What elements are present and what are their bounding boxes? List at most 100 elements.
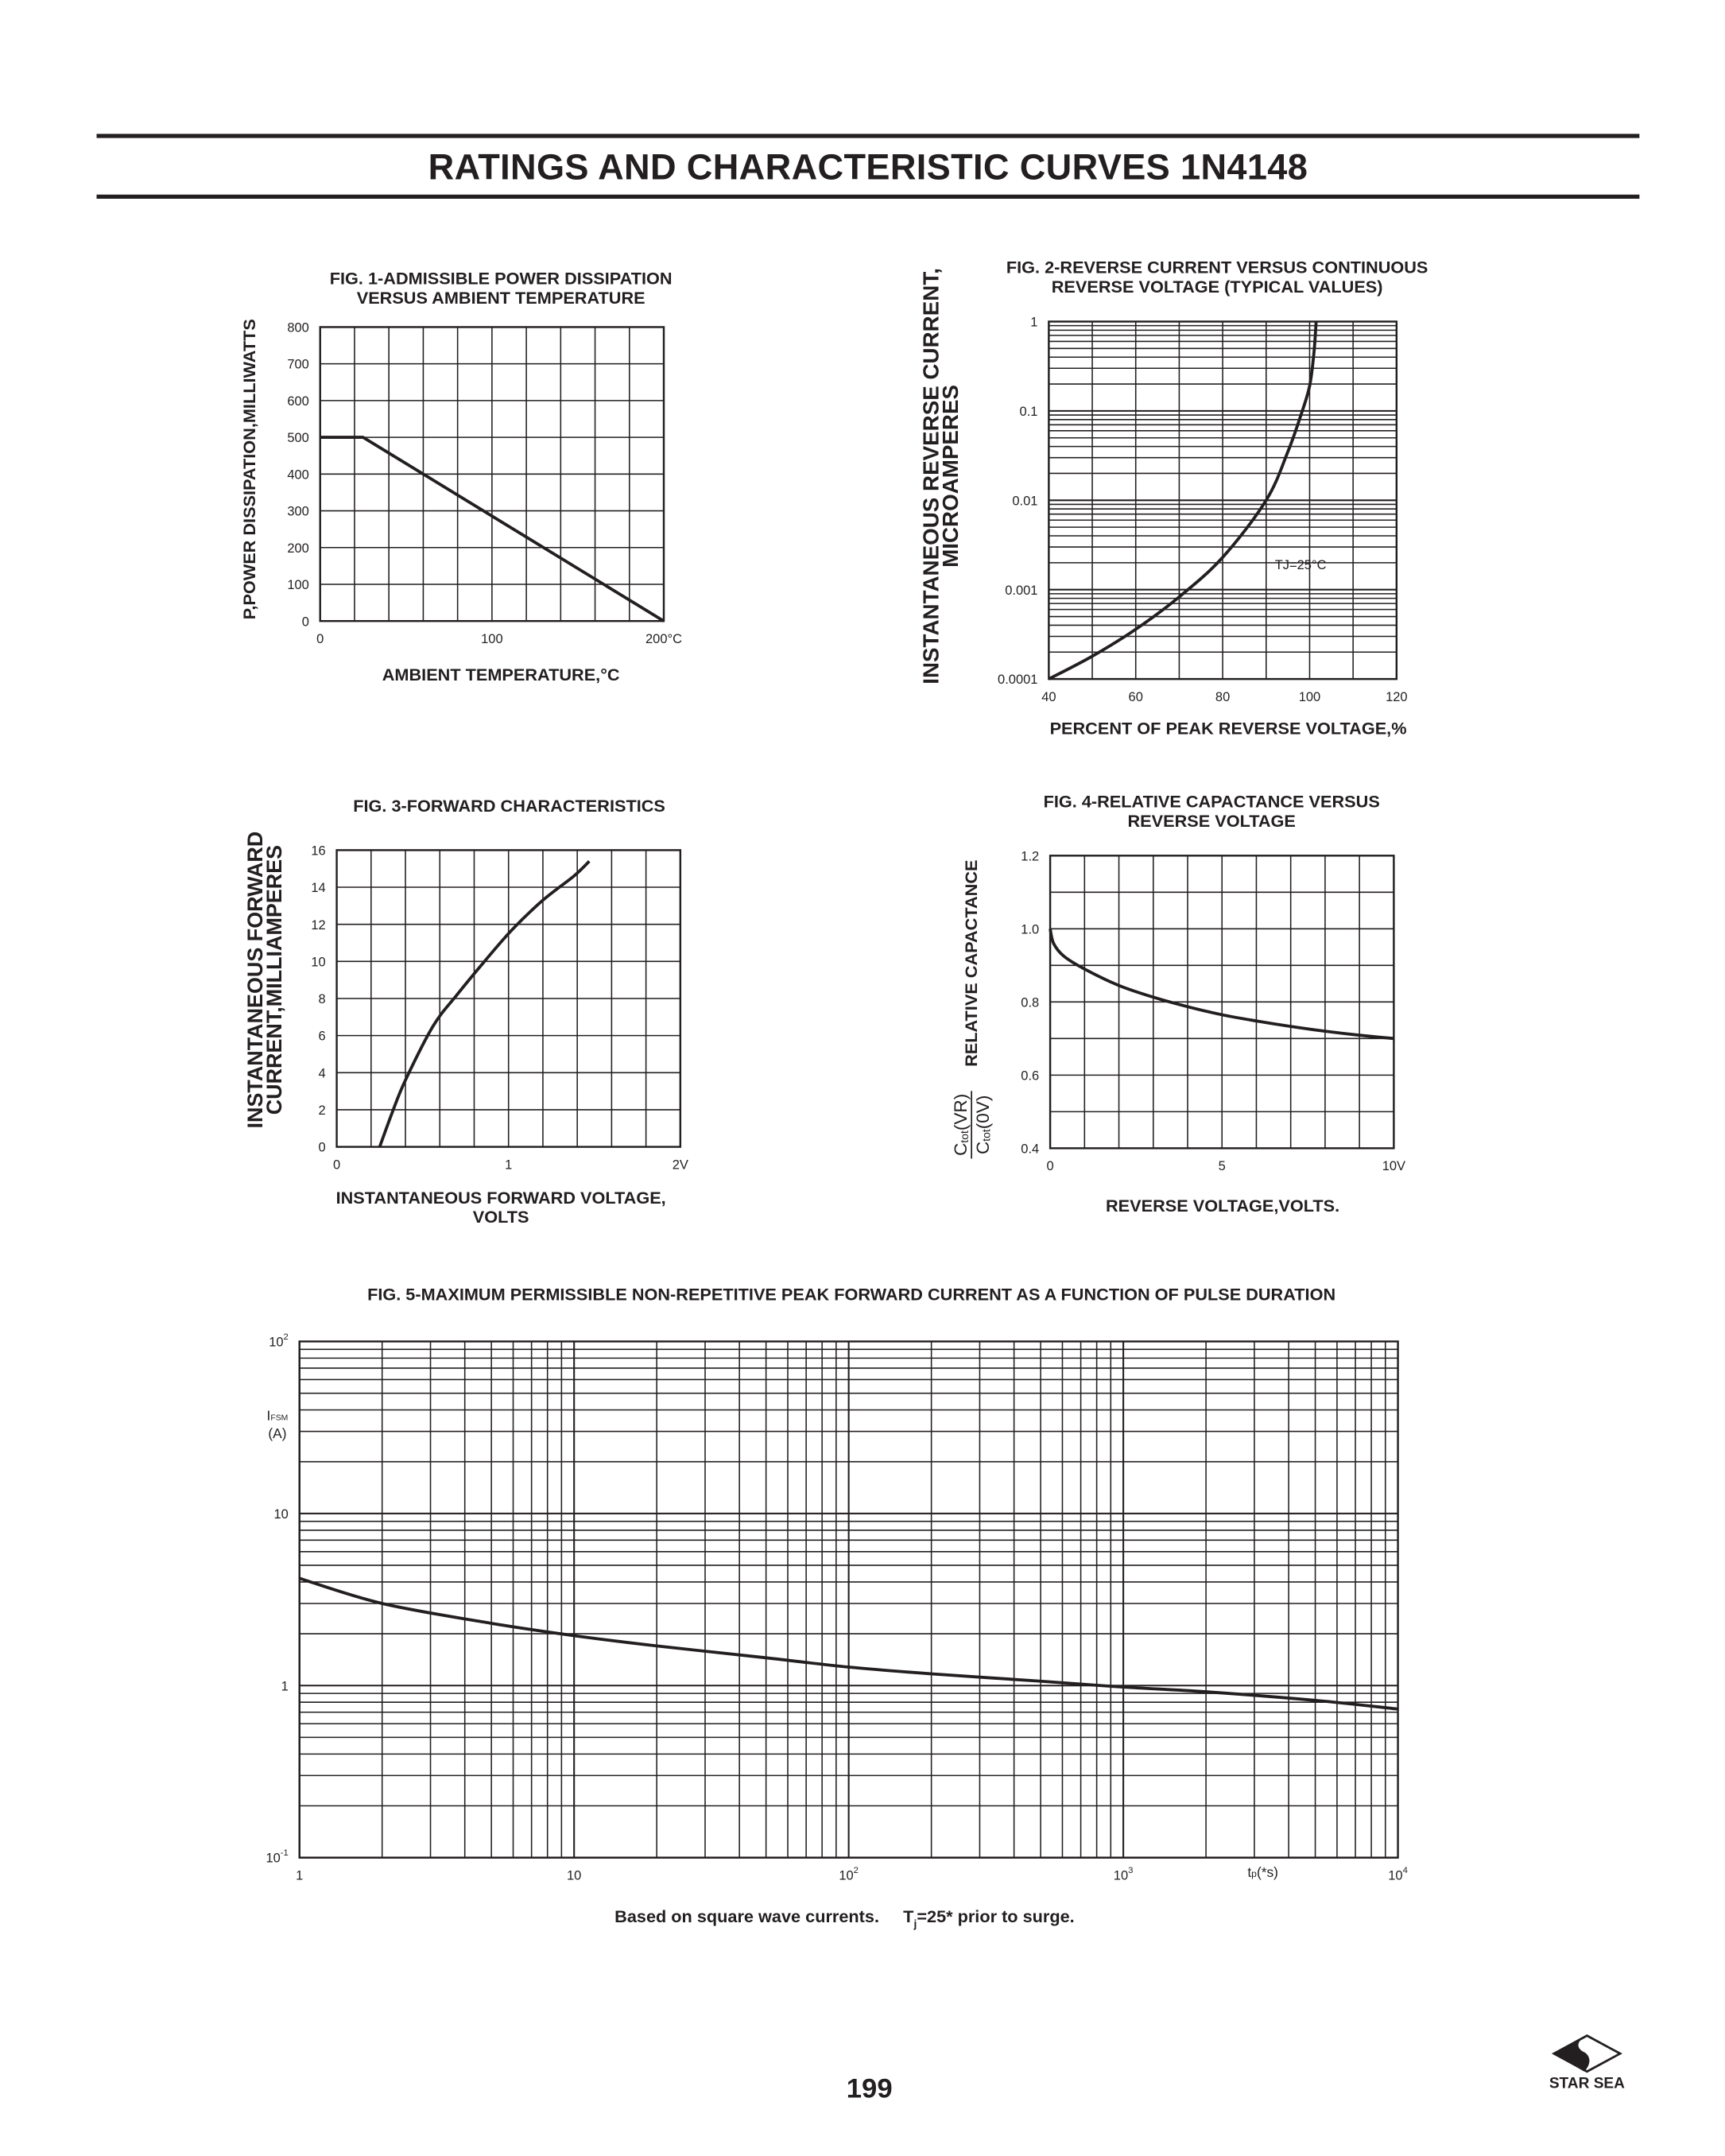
fig5-y-tick-label: 102	[269, 1332, 289, 1350]
fig2-y-tick-label: 1	[1030, 316, 1037, 330]
fig4-x-tick-label: 10V	[1382, 1159, 1405, 1173]
fig2-x-tick-label: 100	[1299, 690, 1321, 704]
fig1-y-tick-label: 400	[287, 467, 309, 482]
fig2-x-tick-label: 80	[1215, 690, 1230, 704]
fig1-title-line: VERSUS AMBIENT TEMPERATURE	[356, 288, 645, 308]
fig5-y-tick-label: 1	[281, 1679, 289, 1693]
fig3-y-tick-label: 6	[319, 1030, 326, 1044]
fig1-plot: 0 100 200°C 0 100 200 300 400 500 600 700 800	[287, 321, 682, 646]
fig4-plot: 0 5 10V 0.4 0.6 0.8 1.0 1.2	[1021, 849, 1405, 1173]
fig5-y-axis-label: IFSM (A)	[266, 1409, 289, 1443]
fig4-y-tick-label: 1.2	[1021, 849, 1039, 863]
fig1-y-tick-label: 600	[287, 394, 309, 409]
fig4-title: FIG. 4-RELATIVE CAPACTANCE VERSUS REVERS…	[1044, 792, 1380, 831]
fig1-plot-frame	[319, 326, 665, 622]
fig1-x-tick-label: 0	[316, 632, 324, 646]
fig1-series-power-dissipation	[320, 436, 665, 622]
fig4-y-axis-label: RELATIVE CAPACTANCE	[961, 859, 982, 1067]
fig3-x-tick-label: 0	[333, 1157, 340, 1172]
top-rule	[96, 134, 1640, 138]
fig4-series-relative-capacitance	[1049, 928, 1394, 1041]
fig1-y-tick-label: 800	[287, 321, 309, 335]
fig4-x-tick-label: 0	[1047, 1159, 1054, 1173]
fig3-series-forward-current	[378, 859, 591, 1148]
fig4-x-tick-label: 5	[1219, 1159, 1226, 1173]
fig2-x-tick-label: 120	[1386, 690, 1408, 704]
fig1-y-tick-label: 100	[287, 578, 309, 592]
fig4-y-tick-label: 0.8	[1021, 995, 1039, 1010]
fig3-y-tick-label: 16	[311, 843, 325, 858]
fig1-x-tick-label: 200°C	[645, 632, 682, 646]
fig5-x-tick-label: 103	[1114, 1866, 1134, 1883]
fig4-title-line: FIG. 4-RELATIVE CAPACTANCE VERSUS	[1043, 792, 1380, 812]
fig2-x-tick-label: 40	[1041, 690, 1056, 704]
fig2-x-tick-label: 60	[1129, 690, 1143, 704]
fig4-x-axis-label: REVERSE VOLTAGE,VOLTS.	[1105, 1196, 1340, 1216]
fig1-y-tick-label: 500	[287, 431, 309, 445]
fig4-title-line: REVERSE VOLTAGE	[1127, 811, 1296, 832]
fraction-denominator: Ctot(0V)	[972, 1095, 994, 1155]
fig5-x-tick-label: 102	[839, 1866, 859, 1883]
fig5-x-axis-label: tp(*s)	[1247, 1866, 1278, 1882]
fig4-y-axis-fraction: Ctot(VR) Ctot(0V)	[950, 1091, 994, 1159]
fig1-y-tick-label: 0	[302, 615, 309, 629]
fig5-y-tick-label: 10	[273, 1507, 288, 1522]
fig3-title: FIG. 3-FORWARD CHARACTERISTICS	[353, 796, 665, 816]
fig2-annotation: TJ=25°C	[1275, 558, 1327, 572]
fig2-title-line: REVERSE VOLTAGE (TYPICAL VALUES)	[1051, 277, 1383, 297]
fig3-y-tick-label: 0	[319, 1141, 326, 1155]
fig3-y-tick-label: 10	[311, 955, 325, 969]
fraction-numerator: Ctot(VR)	[950, 1091, 973, 1159]
fig3-x-axis-label: INSTANTANEOUS FORWARD VOLTAGE, VOLTS	[336, 1189, 666, 1227]
fig2-y-label-line: MICROAMPERES	[940, 384, 963, 568]
fig2-plot-frame	[1048, 320, 1398, 681]
fig1-title-line: FIG. 1-ADMISSIBLE POWER DISSIPATION	[329, 269, 673, 289]
page-title: RATINGS AND CHARACTERISTIC CURVES 1N4148	[428, 146, 1308, 188]
fig5-x-tick-label: 104	[1388, 1866, 1408, 1883]
page-number: 199	[846, 2074, 893, 2105]
fig3-y-tick-label: 12	[311, 918, 325, 933]
fig3-x-label-line: INSTANTANEOUS FORWARD VOLTAGE,	[335, 1188, 666, 1208]
fig4-y-tick-label: 0.4	[1021, 1142, 1039, 1156]
fig3-y-label-line: CURRENT,MILLIAMPERES	[263, 844, 288, 1115]
fig2-y-tick-label: 0.1	[1020, 405, 1038, 419]
fig1-y-tick-label: 700	[287, 358, 309, 372]
fig2-series-reverse-current	[1048, 321, 1318, 681]
fig5-plot-frame	[298, 1340, 1399, 1859]
fig5-x-tick-label: 1	[296, 1868, 303, 1883]
fig1-y-axis-label: P,POWER DISSIPATION,MILLIWATTS	[240, 319, 260, 620]
fig5-y-tick-label: 10-1	[266, 1848, 288, 1866]
fig2-y-tick-label: 0.01	[1012, 494, 1037, 508]
fig2-y-axis-label: INSTANTANEOUS REVERSE CURRENT, MICROAMPE…	[921, 268, 963, 684]
fig4-y-tick-label: 1.0	[1021, 922, 1039, 936]
fig3-plot: 0 1 2V 0 2 4 6 8 10 12 14 16	[311, 843, 688, 1172]
fig3-x-tick-label: 1	[505, 1157, 512, 1172]
fig1-title: FIG. 1-ADMISSIBLE POWER DISSIPATION VERS…	[330, 270, 673, 308]
star-sea-logo-icon	[1551, 2034, 1622, 2073]
fig5-title: FIG. 5-MAXIMUM PERMISSIBLE NON-REPETITIV…	[367, 1285, 1336, 1305]
fig1-x-axis-label: AMBIENT TEMPERATURE,°C	[382, 665, 620, 685]
fig5-note: Based on square wave currents. Tj=25* pr…	[614, 1907, 1075, 1930]
fig3-y-tick-label: 8	[319, 992, 326, 1006]
fig2-y-tick-label: 0.0001	[998, 673, 1037, 687]
fig3-y-tick-label: 14	[311, 881, 325, 895]
brand-name: STAR SEA	[1549, 2075, 1625, 2092]
fig5-series-peak-forward-current	[299, 1576, 1398, 1711]
fig2-title-line: FIG. 2-REVERSE CURRENT VERSUS CONTINUOUS	[1006, 258, 1428, 277]
fig4-y-tick-label: 0.6	[1021, 1068, 1039, 1083]
fig1-y-tick-label: 200	[287, 541, 309, 556]
fig4-plot-frame	[1049, 855, 1395, 1150]
fig2-title: FIG. 2-REVERSE CURRENT VERSUS CONTINUOUS…	[1006, 258, 1428, 297]
fig3-x-label-line: VOLTS	[472, 1208, 529, 1227]
fig3-y-axis-label: INSTANTANEOUS FORWARD CURRENT,MILLIAMPER…	[244, 832, 288, 1129]
fig5-x-tick-label: 10	[567, 1868, 581, 1883]
fig3-plot-frame	[335, 849, 682, 1148]
fig2-y-tick-label: 0.001	[1005, 584, 1037, 598]
fig1-x-tick-label: 100	[481, 632, 503, 646]
fig2-x-axis-label: PERCENT OF PEAK REVERSE VOLTAGE,%	[1049, 719, 1407, 739]
fig1-y-tick-label: 300	[287, 505, 309, 519]
title-bottom-rule	[96, 194, 1640, 199]
fig2-plot: 40 60 80 100 120 0.0001 0.001 0.01 0.1 1 TJ=25°C	[998, 316, 1408, 704]
fig5-plot: 1 10 102 103 104 10-1 1 10 102	[266, 1332, 1407, 1883]
